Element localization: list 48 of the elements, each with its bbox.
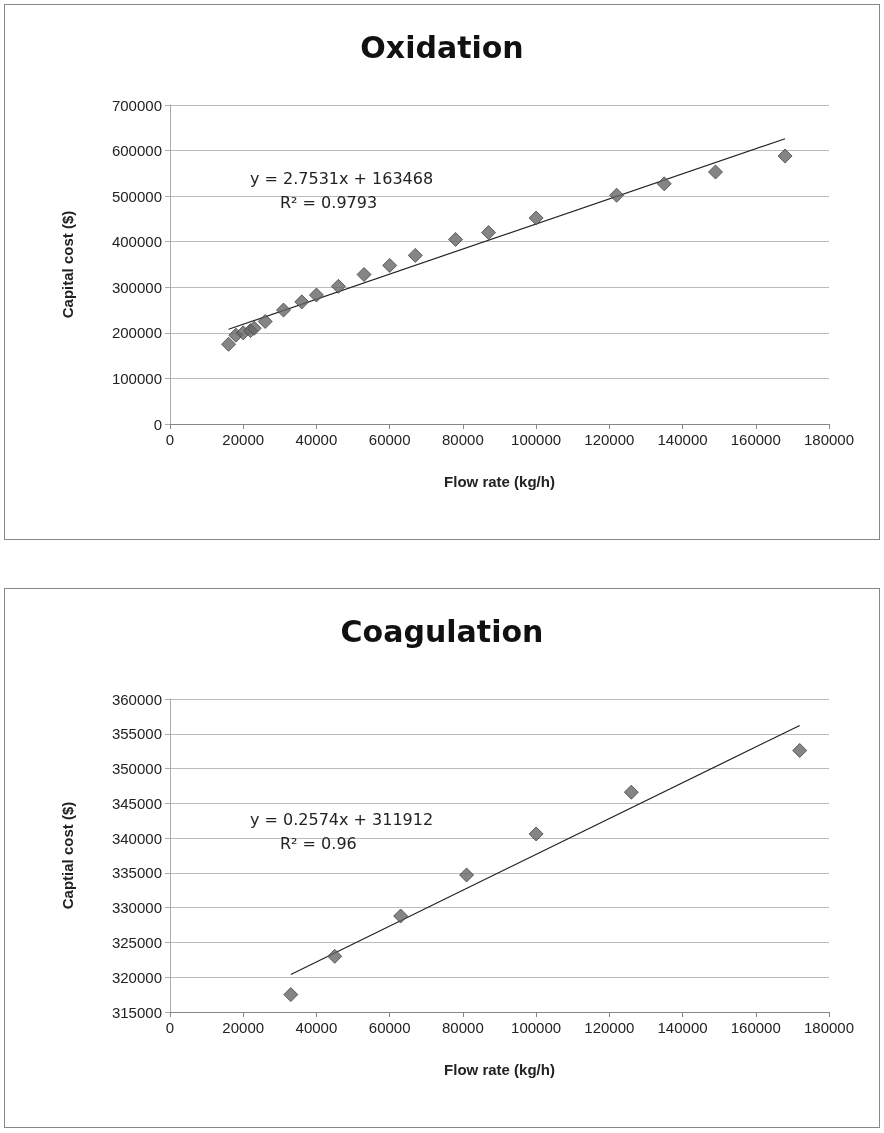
x-tick-label: 100000 bbox=[511, 431, 562, 448]
y-tick-label: 100000 bbox=[111, 369, 162, 387]
y-tick-label: 0 bbox=[153, 415, 162, 433]
y-tick-label: 320000 bbox=[111, 968, 162, 986]
y-tick-label: 330000 bbox=[111, 899, 162, 917]
y-tick-label: 200000 bbox=[111, 324, 162, 342]
annotation: R² = 0.9793 bbox=[280, 192, 378, 212]
x-tick-label: 20000 bbox=[222, 431, 265, 448]
x-tick-label: 100000 bbox=[511, 1019, 562, 1036]
y-tick-label: 300000 bbox=[111, 278, 162, 296]
x-tick-label: 180000 bbox=[803, 431, 855, 448]
x-tick-label: 20000 bbox=[222, 1019, 265, 1036]
y-tick-label: 345000 bbox=[111, 794, 162, 812]
y-tick-label: 315000 bbox=[111, 1003, 162, 1021]
x-axis-title: Flow rate (kg/h) bbox=[444, 1061, 555, 1078]
x-tick-label: 180000 bbox=[803, 1019, 855, 1036]
y-tick-label: 355000 bbox=[111, 725, 162, 743]
x-tick-label: 40000 bbox=[295, 431, 338, 448]
annotation: y = 2.7531x + 163468 bbox=[250, 168, 434, 188]
y-tick-label: 350000 bbox=[111, 760, 162, 778]
x-tick-label: 120000 bbox=[584, 1019, 635, 1036]
y-tick-label: 700000 bbox=[111, 96, 162, 114]
x-tick-label: 120000 bbox=[584, 431, 635, 448]
y-tick-label: 340000 bbox=[111, 829, 162, 847]
x-tick-label: 140000 bbox=[657, 1019, 708, 1036]
x-tick-label: 0 bbox=[165, 1019, 175, 1036]
chart-title: Coagulation bbox=[340, 613, 544, 649]
x-axis-title: Flow rate (kg/h) bbox=[444, 473, 555, 490]
y-tick-label: 325000 bbox=[111, 933, 162, 951]
y-tick-label: 500000 bbox=[111, 187, 162, 205]
y-tick-label: 600000 bbox=[111, 142, 162, 160]
annotation: R² = 0.96 bbox=[280, 833, 357, 853]
y-axis-title: Capital cost ($) bbox=[59, 210, 76, 319]
y-tick-label: 335000 bbox=[111, 864, 162, 882]
x-tick-label: 40000 bbox=[295, 1019, 338, 1036]
y-axis-title: Captial cost ($) bbox=[59, 801, 76, 910]
chart-title: Oxidation bbox=[360, 29, 524, 65]
x-tick-label: 80000 bbox=[442, 431, 484, 448]
x-tick-label: 60000 bbox=[368, 431, 411, 448]
y-tick-label: 400000 bbox=[111, 233, 162, 251]
x-tick-label: 0 bbox=[165, 431, 175, 448]
x-tick-label: 160000 bbox=[730, 1019, 781, 1036]
x-tick-label: 80000 bbox=[442, 1019, 484, 1036]
x-tick-label: 140000 bbox=[657, 431, 708, 448]
x-tick-label: 60000 bbox=[368, 1019, 411, 1036]
x-tick-label: 160000 bbox=[730, 431, 781, 448]
y-tick-label: 360000 bbox=[111, 690, 162, 708]
annotation: y = 0.2574x + 311912 bbox=[250, 809, 434, 829]
